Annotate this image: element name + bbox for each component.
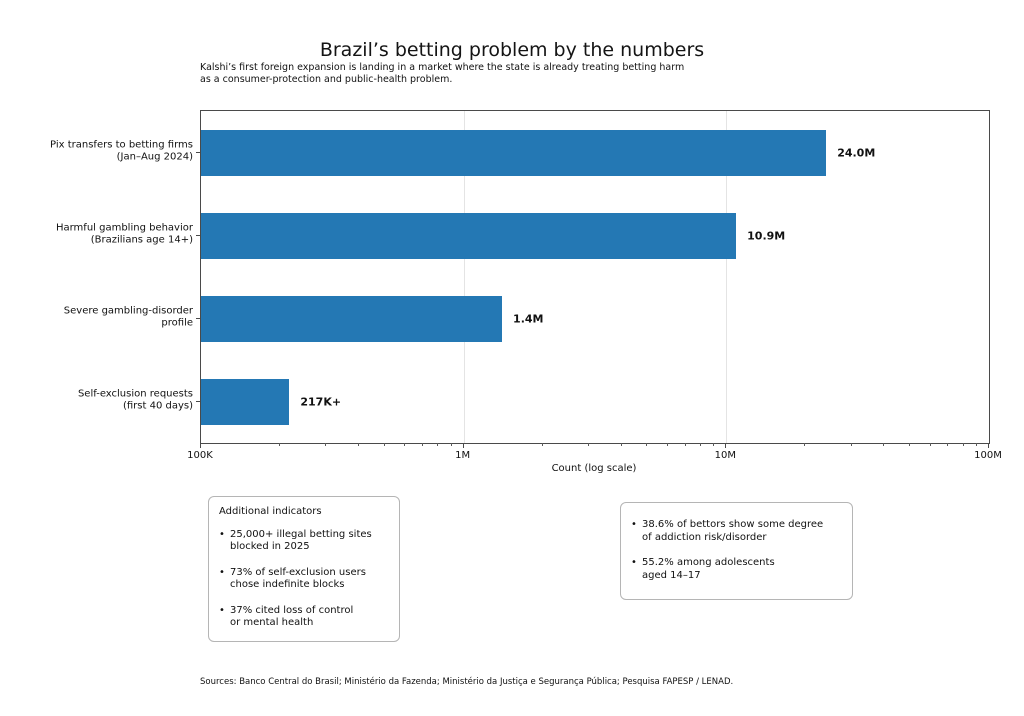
x-axis-tick-label: 100K xyxy=(187,450,213,461)
x-axis-minor-tick xyxy=(850,443,852,446)
info-box-item: • 37% cited loss of control or mental hea… xyxy=(219,605,389,630)
bullet-icon: • xyxy=(219,528,225,540)
x-axis-tick-label: 1M xyxy=(455,450,471,461)
info-box-item-text: 37% cited loss of control or mental heal… xyxy=(230,604,354,629)
chart-title: Brazil’s betting problem by the numbers xyxy=(319,39,705,61)
y-axis-tick xyxy=(196,151,200,153)
info-box-additional-indicators: Additional indicators • 25,000+ illegal b… xyxy=(208,496,400,642)
info-box-heading: Additional indicators xyxy=(219,506,322,517)
gridline xyxy=(463,111,465,443)
bullet-icon: • xyxy=(219,604,225,616)
x-axis-tick-label: 10M xyxy=(714,450,737,461)
info-box-item: • 25,000+ illegal betting sites blocked i… xyxy=(219,529,389,554)
x-axis-tick-label: 100M xyxy=(974,450,1002,461)
info-box-item-text: 25,000+ illegal betting sites blocked in… xyxy=(230,528,372,553)
y-axis-category-label: Severe gambling-disorder profile xyxy=(63,305,193,329)
info-box-item-text: 55.2% among adolescents aged 14–17 xyxy=(642,557,775,581)
x-axis-minor-tick xyxy=(684,443,686,446)
sources-note: Sources: Banco Central do Brasil; Minist… xyxy=(200,677,734,687)
chart-subtitle: Kalshi’s first foreign expansion is land… xyxy=(200,62,685,85)
bar xyxy=(201,212,737,259)
info-box-item: • 38.6% of bettors show some degree of ad… xyxy=(631,519,842,544)
x-axis-tick xyxy=(462,443,464,448)
x-axis-minor-tick xyxy=(437,443,439,446)
x-axis-minor-tick xyxy=(947,443,949,446)
info-box-addiction-stats: • 38.6% of bettors show some degree of ad… xyxy=(620,502,853,600)
bar xyxy=(201,129,827,176)
x-axis-title: Count (log scale) xyxy=(551,463,637,474)
info-box-1-items: • 25,000+ illegal betting sites blocked i… xyxy=(219,529,389,630)
bar-value-label: 10.9M xyxy=(747,229,786,242)
x-axis-minor-tick xyxy=(975,443,977,446)
plot-area: 24.0M 10.9M 1.4M 217K+ xyxy=(200,110,990,444)
gridline xyxy=(726,111,728,443)
x-axis-minor-tick xyxy=(541,443,543,446)
x-axis-minor-tick xyxy=(908,443,910,446)
y-axis-tick xyxy=(196,234,200,236)
x-axis-minor-tick xyxy=(929,443,931,446)
x-axis-minor-tick xyxy=(713,443,715,446)
bar xyxy=(201,378,290,425)
x-axis-minor-tick xyxy=(804,443,806,446)
y-axis-category-label: Harmful gambling behavior (Brazilians ag… xyxy=(55,222,193,246)
bullet-icon: • xyxy=(631,557,637,568)
info-box-item: • 73% of self-exclusion users chose indef… xyxy=(219,567,389,592)
x-axis-minor-tick xyxy=(646,443,648,446)
bar-value-label: 217K+ xyxy=(300,395,342,408)
info-box-item-text: 38.6% of bettors show some degree of add… xyxy=(642,519,824,543)
bullet-icon: • xyxy=(631,519,637,530)
y-axis-tick xyxy=(196,317,200,319)
bullet-icon: • xyxy=(219,566,225,578)
x-axis-minor-tick xyxy=(383,443,385,446)
x-axis-minor-tick xyxy=(883,443,885,446)
x-axis-minor-tick xyxy=(279,443,281,446)
info-box-2-items: • 38.6% of bettors show some degree of ad… xyxy=(631,519,842,582)
x-axis-minor-tick xyxy=(620,443,622,446)
y-axis-category-label: Self-exclusion requests (first 40 days) xyxy=(77,388,193,412)
x-axis-tick xyxy=(988,443,989,448)
x-axis-minor-tick xyxy=(587,443,589,446)
y-axis-category-label: Pix transfers to betting firms (Jan–Aug … xyxy=(50,139,193,163)
x-axis-minor-tick xyxy=(667,443,669,446)
y-axis-tick xyxy=(196,400,200,402)
x-axis-minor-tick xyxy=(358,443,360,446)
x-axis-tick xyxy=(725,443,727,448)
x-axis-tick xyxy=(200,443,201,448)
info-box-item-text: 73% of self-exclusion users chose indefi… xyxy=(230,566,366,591)
y-axis-labels: Pix transfers to betting firms (Jan–Aug … xyxy=(0,110,193,442)
x-axis-minor-tick xyxy=(450,443,452,446)
bar-value-label: 1.4M xyxy=(513,312,544,325)
info-box-item: • 55.2% among adolescents aged 14–17 xyxy=(631,557,842,582)
x-axis-minor-tick xyxy=(421,443,423,446)
x-axis: 100K 1M 10M 100M xyxy=(187,443,1002,473)
x-axis-minor-tick xyxy=(325,443,327,446)
bar xyxy=(201,295,503,342)
x-axis-minor-tick xyxy=(404,443,406,446)
x-axis-minor-tick xyxy=(699,443,701,446)
x-axis-minor-tick xyxy=(962,443,964,446)
bar-value-label: 24.0M xyxy=(837,146,876,159)
